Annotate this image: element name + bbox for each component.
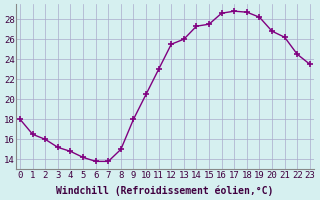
X-axis label: Windchill (Refroidissement éolien,°C): Windchill (Refroidissement éolien,°C) [56,185,274,196]
